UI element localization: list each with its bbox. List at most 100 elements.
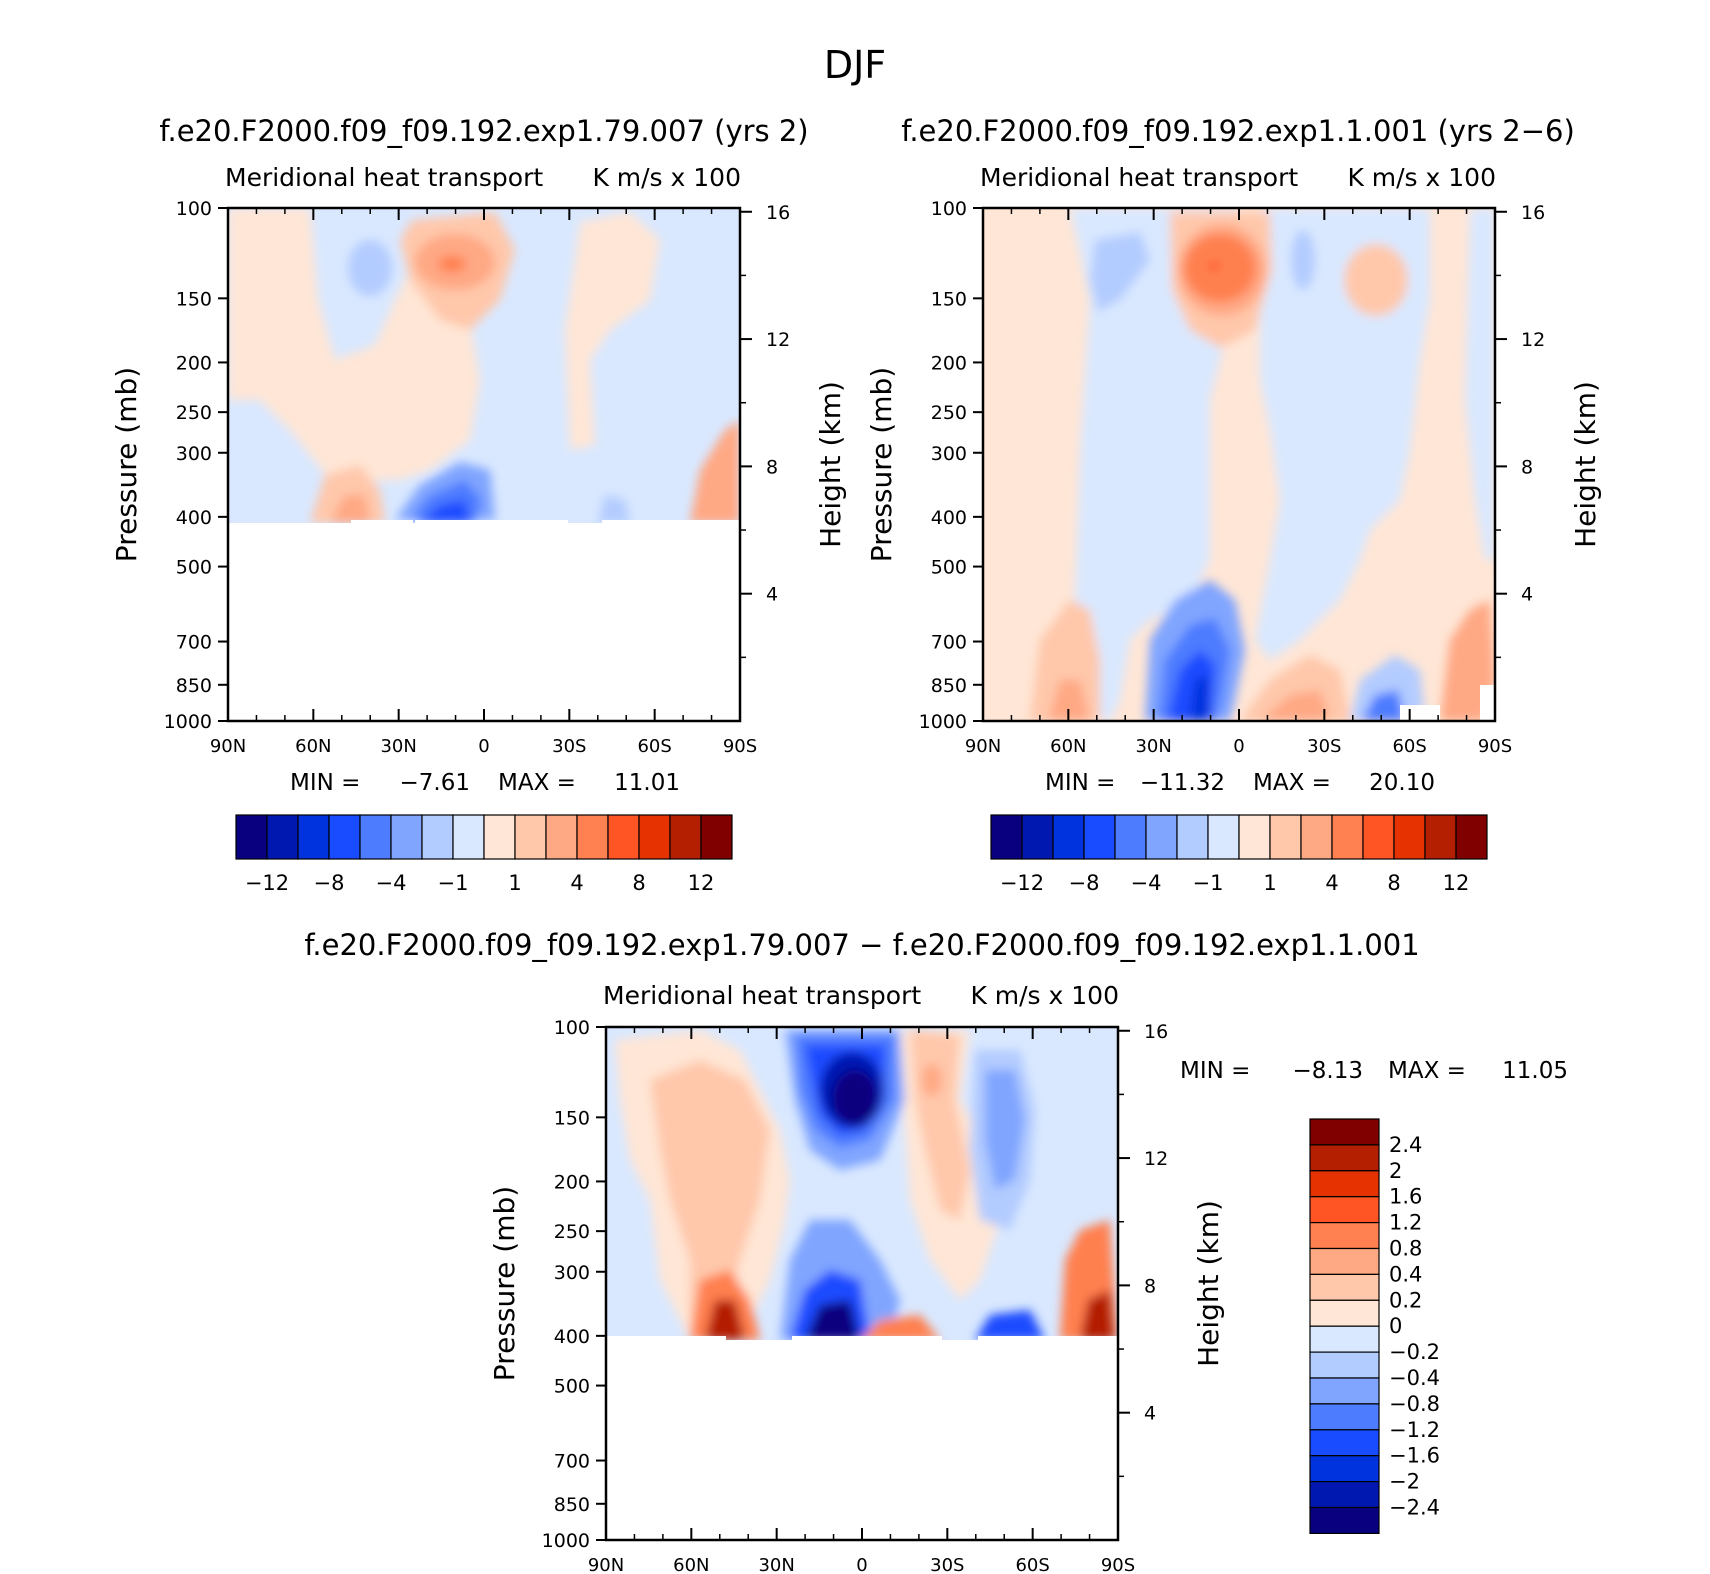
panel-2-colorbar-label: −12: [1000, 871, 1044, 895]
panel-1-y-tick-label: 400: [176, 507, 212, 529]
panel-1-colorbar-box: [390, 814, 423, 860]
panel-3-colorbar-box: [1309, 1325, 1380, 1353]
panel-1-colorbar-box: [328, 814, 361, 860]
panel-1-x-tick-label: 90S: [723, 736, 757, 757]
panel-3-colorbar-label: −0.2: [1389, 1340, 1440, 1364]
panel-1-max-value: 11.01: [614, 770, 680, 796]
panel-3-x-tick-label: 90N: [588, 1555, 624, 1574]
panel-3-y-tick-label: 250: [554, 1221, 590, 1243]
figure-title: DJF: [824, 43, 886, 87]
panel-3-colorbar-label: −1.2: [1389, 1418, 1440, 1442]
panel-2-y2-tick-label: 4: [1521, 584, 1533, 606]
panel-2-colorbar-label: 8: [1387, 871, 1400, 895]
panel-1-x-tick-label: 60N: [295, 736, 331, 757]
panel-1-y2-axis-label: Height (km): [814, 381, 847, 548]
panel-3-case-title: f.e20.F2000.f09_f09.192.exp1.79.007 − f.…: [304, 928, 1419, 962]
panel-2-y-tick-label: 250: [931, 402, 967, 424]
panel-3-min-label: MIN =: [1180, 1058, 1250, 1084]
panel-2-colorbar-box: [1238, 814, 1271, 860]
panel-1-x-tick-label: 60S: [637, 736, 671, 757]
panel-3-y2-tick-label: 4: [1144, 1403, 1156, 1425]
panel-3-y2-tick-label: 8: [1144, 1275, 1156, 1297]
panel-3-positive-lower-right-core: [1080, 1290, 1115, 1340]
panel-3-x-tick-label: 60N: [673, 1555, 709, 1574]
panel-3-missing-mask-b: [606, 1336, 726, 1372]
panel-2-colorbar-box: [1176, 814, 1209, 860]
panel-3-colorbar-box: [1309, 1506, 1380, 1534]
panel-2-min-label: MIN =: [1045, 770, 1115, 796]
panel-2-x-tick-label: 60S: [1392, 736, 1426, 757]
panel-2-y2-tick-label: 8: [1521, 456, 1533, 478]
panel-3-max-value: 11.05: [1502, 1058, 1568, 1084]
panel-2-colorbar-box: [1455, 814, 1488, 860]
panel-3-colorbar-box: [1309, 1429, 1380, 1457]
panel-2-right-string: K m/s x 100: [1347, 163, 1496, 192]
panel-1-right-string: K m/s x 100: [592, 163, 741, 192]
panel-3-x-tick-label: 60S: [1015, 1555, 1049, 1574]
panel-2-colorbar-box: [1145, 814, 1178, 860]
panel-3-colorbar-box: [1309, 1273, 1380, 1301]
panel-1-colorbar-box: [545, 814, 578, 860]
panel-3-colorbar-box: [1309, 1455, 1380, 1483]
panel-1-x-tick-label: 30N: [380, 736, 416, 757]
panel-2-y-tick-label: 100: [931, 198, 967, 220]
panel-1-colorbar-box: [421, 814, 454, 860]
panel-2-x-tick-label: 90N: [965, 736, 1001, 757]
panel-2-colorbar-box: [1052, 814, 1085, 860]
panel-3-colorbar-box: [1309, 1403, 1380, 1431]
panel-1-colorbar-box: [266, 814, 299, 860]
panel-2-missing-mask-b: [1480, 685, 1495, 721]
panel-3-y-tick-label: 100: [554, 1017, 590, 1039]
panel-3-colorbar-label: −0.8: [1389, 1392, 1440, 1416]
panel-1-missing-mask-b: [351, 520, 413, 550]
panel-3-y-tick-label: 1000: [542, 1530, 590, 1552]
panel-3-colorbar-label: 0.2: [1389, 1288, 1422, 1312]
panel-1-colorbar-label: −4: [376, 871, 407, 895]
panel-2-y-tick-label: 850: [931, 675, 967, 697]
panel-1-max-label: MAX =: [498, 770, 576, 796]
panel-3: f.e20.F2000.f09_f09.192.exp1.79.007 − f.…: [304, 928, 1568, 1574]
panel-1-y-axis-label: Pressure (mb): [110, 367, 143, 562]
panel-2-colorbar-box: [990, 814, 1023, 860]
panel-1-y-tick-label: 700: [176, 632, 212, 654]
panel-3-missing-mask-a: [606, 1340, 1118, 1540]
panel-2-y-axis-label: Pressure (mb): [865, 367, 898, 562]
panel-1-y2-tick-label: 12: [766, 329, 790, 351]
panel-3-colorbar-box: [1309, 1221, 1380, 1250]
panel-3-positive-lower-eq: [860, 1315, 940, 1340]
panel-3-right-string: K m/s x 100: [970, 981, 1119, 1010]
panel-3-colorbar-label: 2: [1389, 1159, 1402, 1183]
panel-3-colorbar-box: [1309, 1144, 1380, 1172]
panel-3-x-tick-label: 0: [856, 1555, 867, 1574]
panel-1-positive-lower-core: [330, 495, 370, 523]
panel-3-colorbar-label: 2.4: [1389, 1133, 1422, 1157]
panel-3-y-tick-label: 700: [554, 1451, 590, 1473]
panel-2-negative-upper: [1090, 232, 1150, 312]
panel-2-x-tick-label: 90S: [1478, 736, 1512, 757]
panel-1-y-tick-label: 200: [176, 352, 212, 374]
panel-1-colorbar-box: [514, 814, 547, 860]
panel-1-colorbar-box: [638, 814, 671, 860]
panel-1-y2-tick-label: 4: [766, 584, 778, 606]
panel-1-left-string: Meridional heat transport: [225, 163, 543, 192]
panel-2-colorbar-label: 4: [1325, 871, 1338, 895]
panel-1-negative-lower-right: [598, 495, 630, 523]
panel-2-max-value: 20.10: [1369, 770, 1435, 796]
panel-2-x-tick-label: 30N: [1135, 736, 1171, 757]
panel-2-deep-negative-core: [1190, 675, 1210, 721]
panel-2-missing-mask-a: [1400, 705, 1440, 721]
panel-1-colorbar-box: [452, 814, 485, 860]
panel-1-colorbar-label: −1: [438, 871, 469, 895]
panel-3-missing-mask-d: [978, 1336, 1118, 1372]
panel-2-upper-jet-mid: [1184, 234, 1256, 302]
panel-2-y-tick-label: 300: [931, 443, 967, 465]
panel-1-missing-mask-c: [415, 520, 568, 550]
panel-2-colorbar-box: [1331, 814, 1364, 860]
panel-1-colorbar-box: [359, 814, 392, 860]
panel-1-negative-lower-core: [420, 500, 470, 523]
panel-2-y-tick-label: 150: [931, 288, 967, 310]
panel-1-y2-tick-label: 8: [766, 456, 778, 478]
panel-2-colorbar-box: [1114, 814, 1147, 860]
panel-2-colorbar-box: [1300, 814, 1333, 860]
panel-1-upper-jet-core: [438, 256, 466, 272]
